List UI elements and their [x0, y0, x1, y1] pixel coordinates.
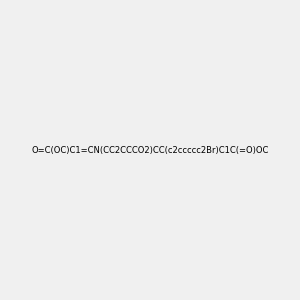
Text: O=C(OC)C1=CN(CC2CCCO2)CC(c2ccccc2Br)C1C(=O)OC: O=C(OC)C1=CN(CC2CCCO2)CC(c2ccccc2Br)C1C(…: [31, 146, 269, 154]
